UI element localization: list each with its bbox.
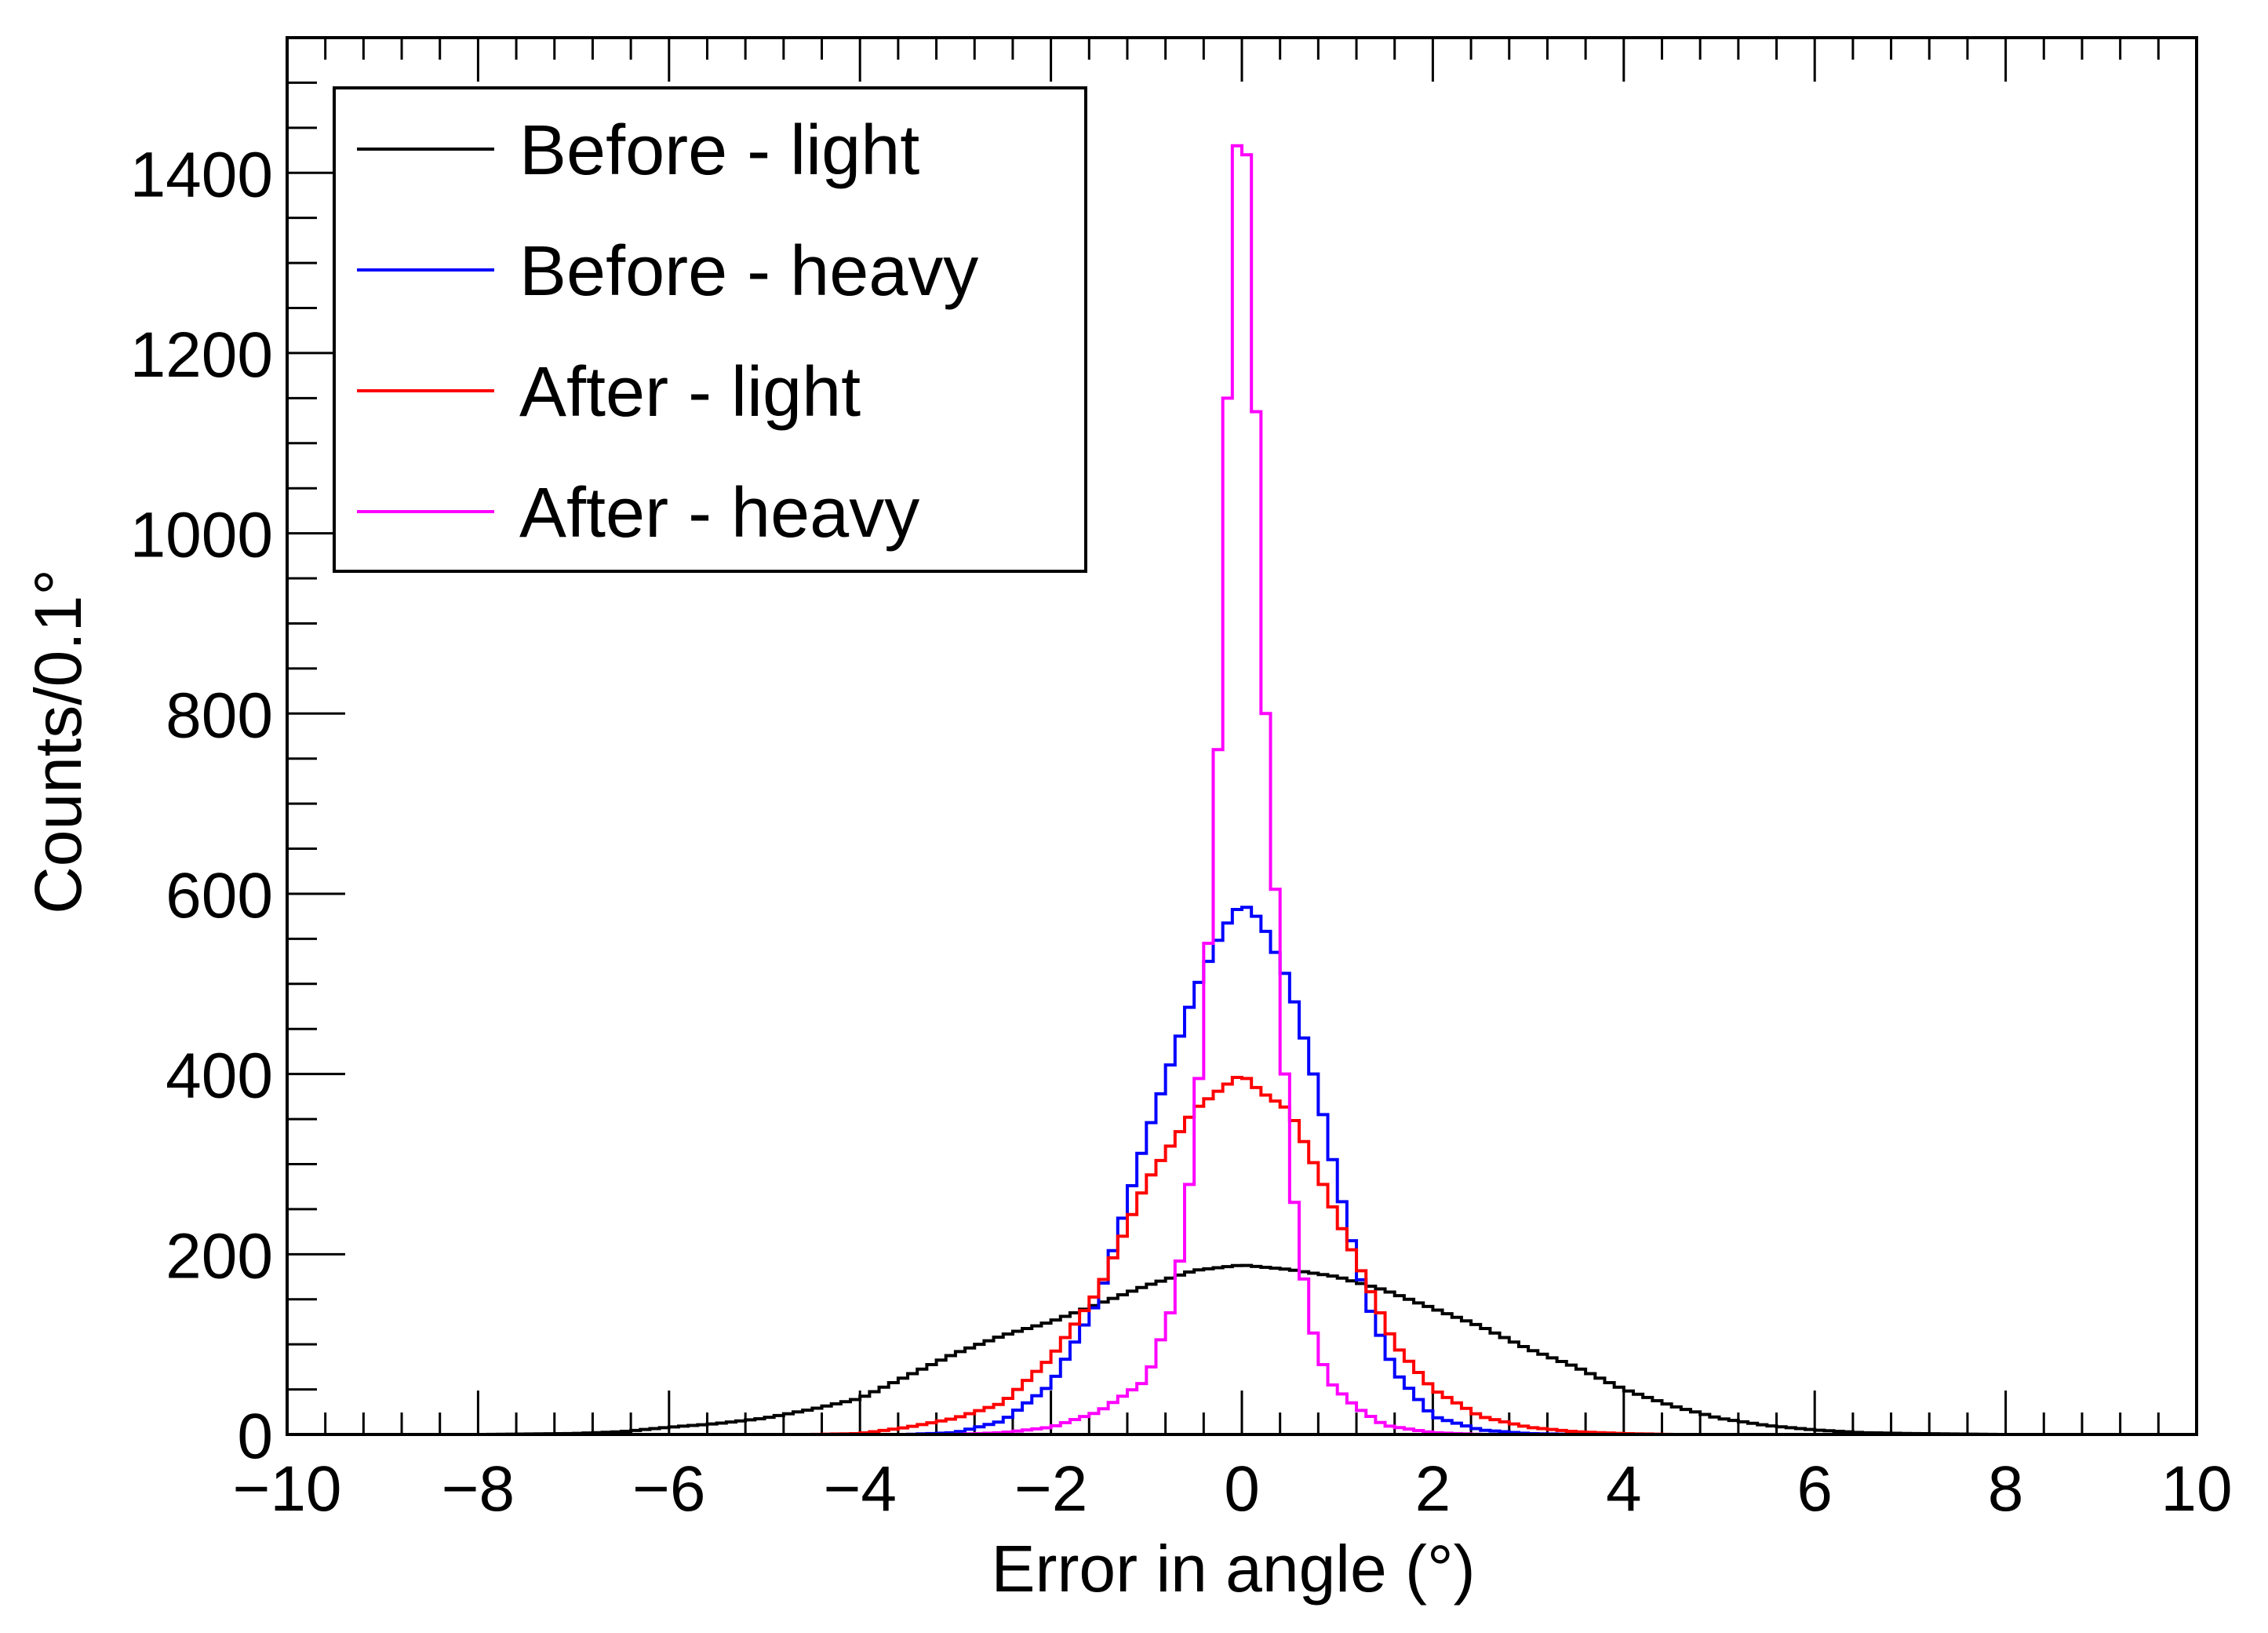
x-tick-label: −6 (632, 1453, 706, 1525)
x-tick-label: −2 (1014, 1453, 1088, 1525)
y-tick-label: 1000 (130, 500, 273, 571)
y-tick-label: 0 (237, 1401, 273, 1472)
x-tick-label: −8 (442, 1453, 515, 1525)
legend-label: After - heavy (519, 474, 919, 552)
x-tick-label: 6 (1797, 1453, 1833, 1525)
legend-label: After - light (519, 353, 861, 432)
y-tick-label: 1200 (130, 319, 273, 391)
y-tick-label: 1400 (130, 139, 273, 210)
legend-box (333, 86, 1087, 573)
y-tick-label: 200 (166, 1220, 273, 1292)
y-tick-label: 800 (166, 680, 273, 751)
y-axis-title: Counts/0.1° (21, 569, 95, 914)
x-tick-label: 8 (1988, 1453, 2024, 1525)
x-tick-label: 10 (2161, 1453, 2232, 1525)
x-tick-label: 0 (1224, 1453, 1260, 1525)
x-tick-label: 2 (1415, 1453, 1451, 1525)
y-tick-label: 400 (166, 1041, 273, 1112)
x-tick-label: −10 (232, 1453, 341, 1525)
legend-label: Before - heavy (519, 232, 978, 311)
x-axis-title: Error in angle (°) (991, 1532, 1475, 1606)
legend-label: Before - light (519, 111, 919, 190)
series-before-light (287, 1263, 2197, 1436)
y-tick-label: 600 (166, 860, 273, 931)
x-tick-label: −4 (823, 1453, 897, 1525)
plot-frame (286, 36, 2198, 1436)
x-tick-label: 4 (1606, 1453, 1642, 1525)
legend: Before - light Before - heavy After - ligh… (333, 86, 1087, 573)
